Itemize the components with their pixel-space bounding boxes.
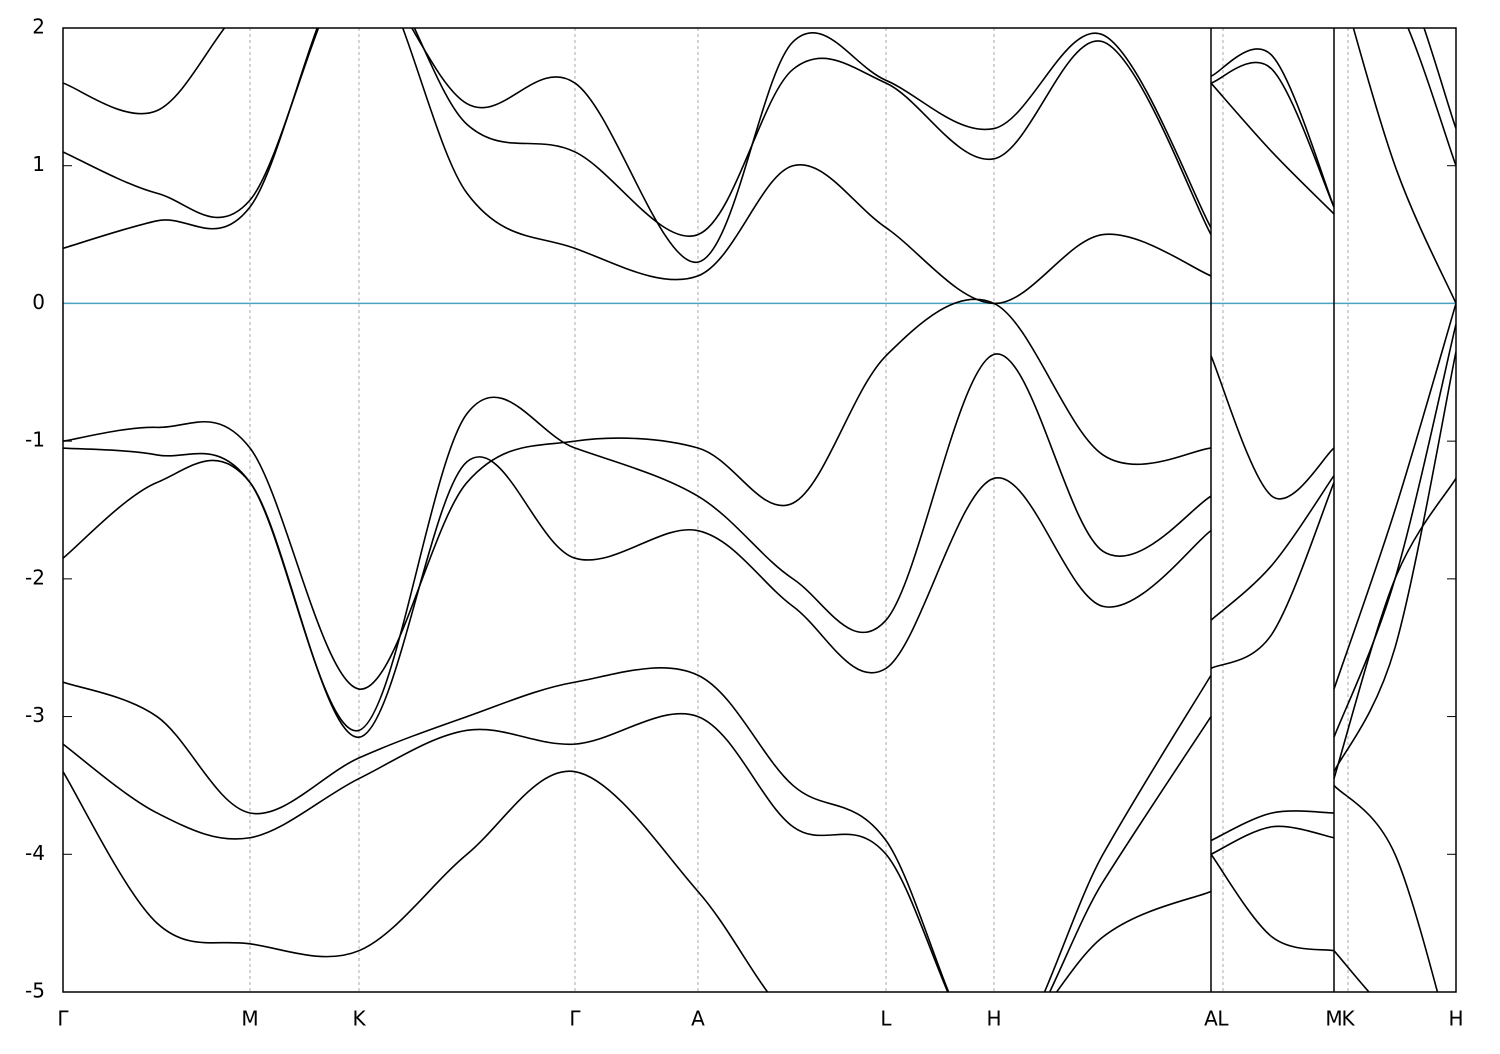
x-tick-label: Γ [569,1007,581,1031]
x-tick-label: Γ [57,1007,69,1031]
x-tick-label: L [880,1007,892,1031]
band-line [63,351,1456,773]
x-tick-label: M [241,1007,258,1031]
y-tick-label: 1 [32,152,45,176]
y-tick-label: -1 [25,428,45,452]
x-tick-label: A [1204,1007,1218,1031]
bands [63,28,1456,992]
plot-frame [62,27,1457,993]
x-tick-label: L [1217,1007,1229,1031]
band-line [63,477,1456,992]
y-tick-label: -4 [25,841,45,865]
band-line [63,770,1370,992]
y-tick-label: -2 [25,565,45,589]
band-line [63,28,1456,305]
y-tick-label: -3 [25,703,45,727]
x-tick-label: K [352,1007,366,1031]
x-tick-label: H [1448,1007,1463,1031]
band-line [63,712,1439,992]
band-line [63,28,1456,237]
band-line [63,28,1456,263]
x-tick-label: M [1325,1007,1342,1031]
x-tick-label: K [1341,1007,1355,1031]
y-tick-label: 2 [32,15,45,39]
x-tick-label: H [986,1007,1001,1031]
y-tick-label: 0 [32,290,45,314]
band-line [63,298,1456,690]
x-tick-label: A [691,1007,705,1031]
y-tick-label: -5 [25,979,45,1003]
